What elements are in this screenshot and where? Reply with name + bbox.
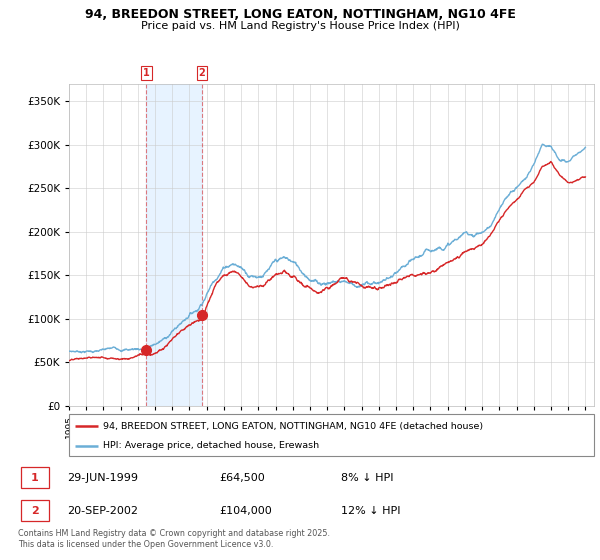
Text: 2: 2 — [31, 506, 38, 516]
Text: 12% ↓ HPI: 12% ↓ HPI — [341, 506, 400, 516]
Bar — [146, 84, 202, 406]
Text: 20-SEP-2002: 20-SEP-2002 — [67, 506, 138, 516]
Text: 8% ↓ HPI: 8% ↓ HPI — [341, 473, 393, 483]
Text: 29-JUN-1999: 29-JUN-1999 — [67, 473, 138, 483]
FancyBboxPatch shape — [21, 467, 49, 488]
Text: Price paid vs. HM Land Registry's House Price Index (HPI): Price paid vs. HM Land Registry's House … — [140, 21, 460, 31]
Text: 1: 1 — [31, 473, 38, 483]
Text: 1: 1 — [143, 68, 150, 78]
FancyBboxPatch shape — [69, 414, 594, 456]
Text: Contains HM Land Registry data © Crown copyright and database right 2025.
This d: Contains HM Land Registry data © Crown c… — [18, 529, 330, 549]
Text: 2: 2 — [199, 68, 205, 78]
Text: HPI: Average price, detached house, Erewash: HPI: Average price, detached house, Erew… — [103, 441, 319, 450]
Text: £64,500: £64,500 — [220, 473, 265, 483]
FancyBboxPatch shape — [21, 500, 49, 521]
Text: 94, BREEDON STREET, LONG EATON, NOTTINGHAM, NG10 4FE: 94, BREEDON STREET, LONG EATON, NOTTINGH… — [85, 8, 515, 21]
Text: £104,000: £104,000 — [220, 506, 272, 516]
Text: 94, BREEDON STREET, LONG EATON, NOTTINGHAM, NG10 4FE (detached house): 94, BREEDON STREET, LONG EATON, NOTTINGH… — [103, 422, 483, 431]
